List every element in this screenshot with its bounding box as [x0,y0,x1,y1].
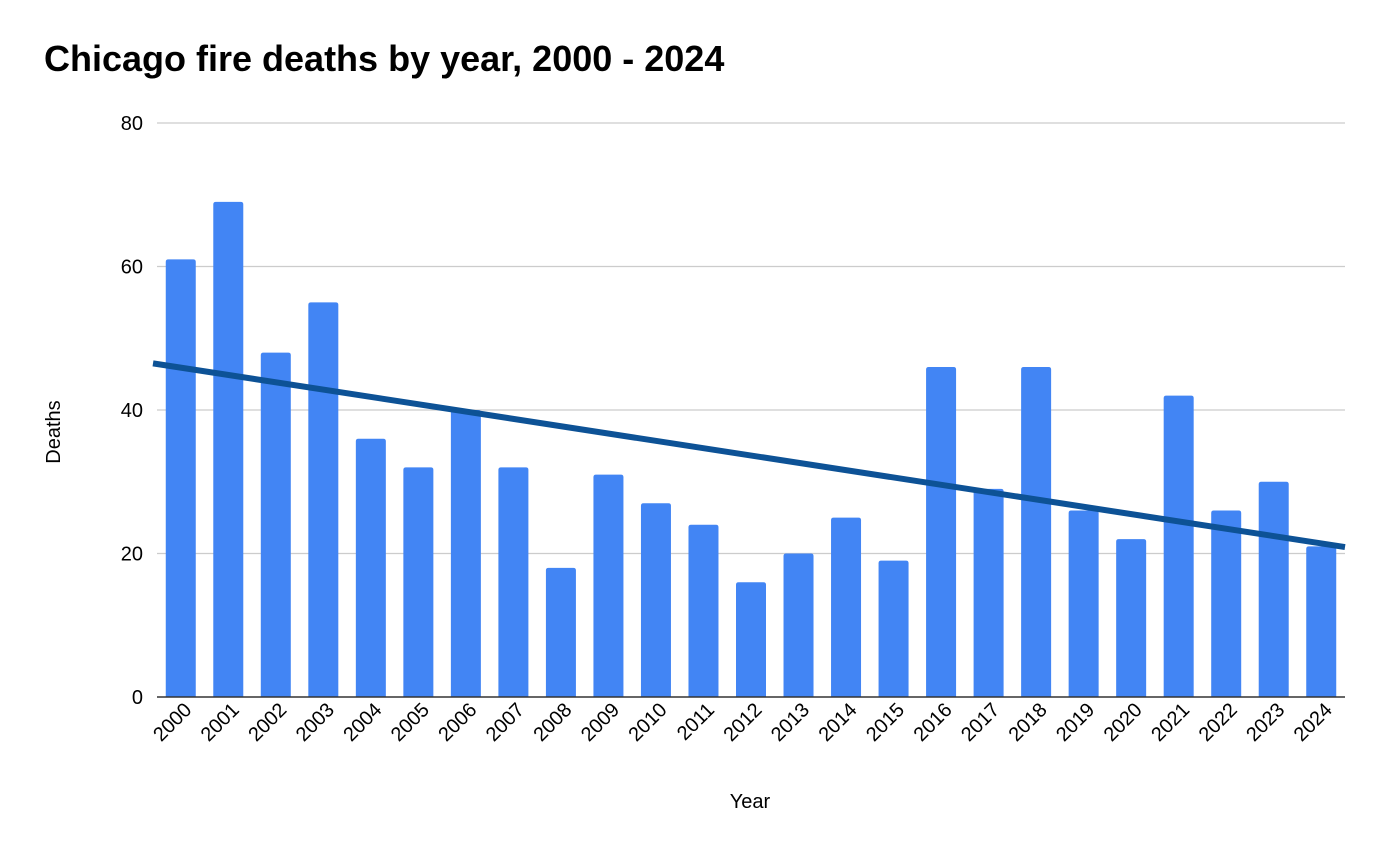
bar-2009 [593,474,624,697]
y-tick-label: 60 [121,257,143,279]
x-tick-label: 2000 [149,699,196,746]
bar-2000 [165,259,196,697]
x-tick-label: 2008 [529,699,576,746]
bar-2014 [831,517,862,697]
bar-2018 [1021,366,1052,697]
bar-2008 [545,567,576,697]
trendline [152,360,1346,551]
bar-2010 [640,503,671,697]
bar-2001 [213,201,244,698]
bar-2012 [736,582,766,697]
bar-2022 [1211,510,1242,697]
x-tick-label: 2019 [1052,699,1099,746]
bar-2023 [1258,481,1289,697]
bar-2021 [1163,395,1194,697]
gridlines [157,122,1345,555]
bar-2016 [926,366,957,697]
bar-2003 [308,302,339,697]
x-tick-label: 2003 [292,699,339,746]
bar-2024 [1306,546,1337,697]
bar-2011 [688,524,719,697]
bar-2013 [783,553,814,697]
chart-title: Chicago fire deaths by year, 2000 - 2024 [44,38,725,79]
y-tick-label: 40 [121,400,143,422]
bar-2006 [450,410,481,697]
x-tick-label: 2002 [244,699,291,746]
bar-2007 [498,467,529,697]
bar-2020 [1116,539,1147,697]
y-axis-ticks: 0 20 40 60 80 [121,113,143,709]
y-tick-label: 20 [121,544,143,566]
x-tick-label: 2018 [1005,699,1052,746]
bar-2019 [1068,510,1099,697]
bar-2002 [260,352,291,697]
y-tick-label: 0 [132,687,143,709]
y-axis-title: Deaths [43,400,65,463]
x-tick-label: 2010 [624,699,671,746]
x-tick-label: 2007 [482,699,529,746]
x-tick-label: 2022 [1195,699,1242,746]
bars [165,201,1337,698]
bar-2005 [403,467,434,697]
x-axis-ticks: 2000 2001 2002 2003 2004 2005 2006 2007 2008 2009… [149,699,1337,746]
x-tick-label: 2013 [767,699,814,746]
x-tick-label: 2020 [1100,699,1147,746]
bar-2004 [355,438,386,697]
x-tick-label: 2011 [673,699,719,745]
x-tick-label: 2005 [387,699,434,746]
x-tick-label: 2014 [815,699,862,746]
x-tick-label: 2021 [1147,699,1194,746]
bar-2017 [973,488,1004,697]
x-tick-label: 2023 [1242,699,1289,746]
x-tick-label: 2009 [577,699,624,746]
x-tick-label: 2004 [339,699,386,746]
x-tick-label: 2016 [910,699,957,746]
x-tick-label: 2024 [1290,699,1337,746]
x-tick-label: 2012 [720,699,767,746]
bar-2015 [878,560,909,697]
x-tick-label: 2006 [434,699,481,746]
x-tick-label: 2017 [957,699,1004,746]
x-tick-label: 2015 [862,699,909,746]
x-tick-label: 2001 [197,699,244,746]
y-tick-label: 80 [121,113,143,135]
x-axis-title: Year [730,791,771,813]
